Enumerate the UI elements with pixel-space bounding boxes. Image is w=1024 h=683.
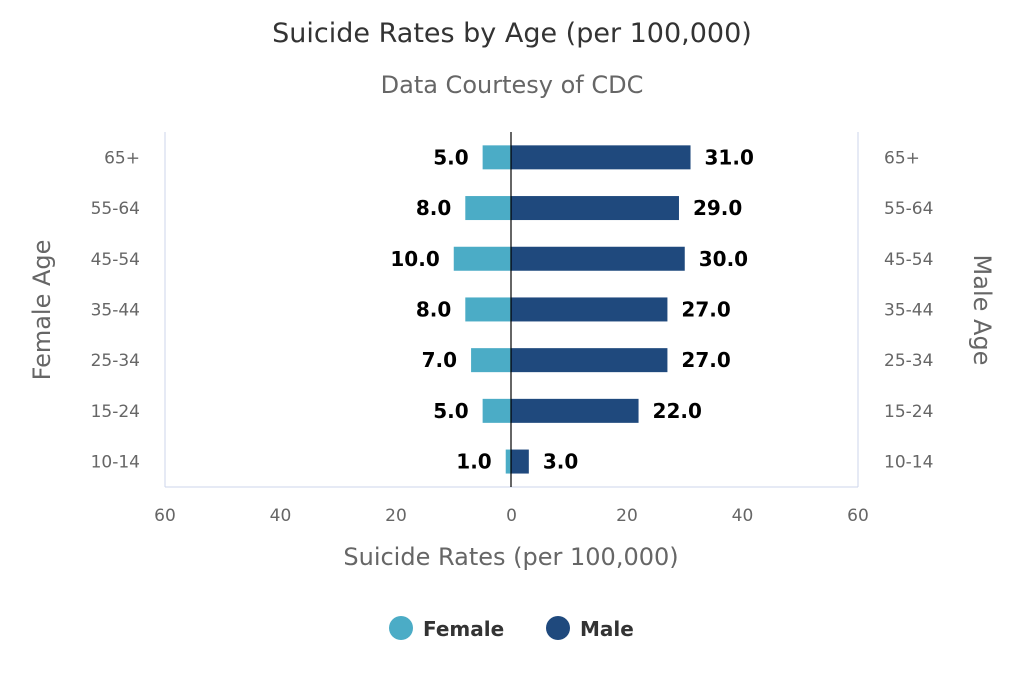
category-label-right: 10-14 [884, 453, 933, 473]
category-label-right: 55-64 [884, 199, 933, 219]
data-label-female: 10.0 [390, 247, 439, 271]
chart-subtitle: Data Courtesy of CDC [381, 71, 644, 99]
category-label-left: 10-14 [91, 453, 140, 473]
category-label-left: 15-24 [91, 402, 140, 422]
category-label-left: 35-44 [91, 300, 140, 320]
data-labels-group: 5.0 8.0 10.0 8.0 7.0 5.0 1.0 31.0 29.0 30.0 27.0 27… [390, 145, 753, 473]
bar-female[interactable] [465, 297, 511, 322]
data-label-male: 30.0 [699, 247, 748, 271]
legend-item-male[interactable]: Male [546, 616, 634, 641]
left-category-labels: 65+ 55-64 45-54 35-44 25-34 15-24 10-14 [91, 148, 140, 472]
data-label-female: 8.0 [416, 297, 451, 321]
category-label-right: 45-54 [884, 250, 933, 270]
x-tick-label: 60 [154, 506, 176, 526]
x-axis-title: Suicide Rates (per 100,000) [343, 543, 678, 571]
data-label-female: 7.0 [422, 348, 457, 372]
data-label-male: 27.0 [681, 297, 730, 321]
x-tick-labels: 60 40 20 0 20 40 60 [154, 506, 869, 526]
data-label-male: 31.0 [705, 145, 754, 169]
y-axis-title-right: Male Age [968, 255, 996, 366]
x-tick-label: 20 [616, 506, 638, 526]
data-label-female: 8.0 [416, 196, 451, 220]
data-label-female: 5.0 [433, 145, 468, 169]
data-label-male: 29.0 [693, 196, 742, 220]
bar-male[interactable] [511, 145, 691, 170]
bar-male[interactable] [511, 297, 668, 322]
legend-item-female[interactable]: Female [389, 616, 504, 641]
legend: Female Male [389, 616, 634, 641]
category-label-right: 65+ [884, 148, 920, 168]
bar-female[interactable] [471, 348, 511, 373]
x-tick-label: 0 [506, 506, 517, 526]
bar-male[interactable] [511, 449, 529, 474]
data-label-female: 1.0 [456, 450, 491, 474]
right-category-labels: 65+ 55-64 45-54 35-44 25-34 15-24 10-14 [884, 148, 933, 472]
y-axis-title-left: Female Age [28, 240, 56, 381]
bars-group [453, 145, 691, 474]
category-label-left: 65+ [104, 148, 140, 168]
legend-label-female: Female [423, 617, 504, 641]
x-tick-label: 60 [847, 506, 869, 526]
x-tick-label: 20 [385, 506, 407, 526]
legend-label-male: Male [580, 617, 634, 641]
category-label-left: 25-34 [91, 351, 140, 371]
bar-female[interactable] [482, 145, 511, 170]
category-label-right: 35-44 [884, 300, 933, 320]
data-label-male: 27.0 [681, 348, 730, 372]
category-label-left: 45-54 [91, 250, 140, 270]
bar-male[interactable] [511, 398, 639, 423]
bar-female[interactable] [465, 196, 511, 221]
category-label-right: 25-34 [884, 351, 933, 371]
data-label-female: 5.0 [433, 399, 468, 423]
bar-female[interactable] [505, 449, 511, 474]
bar-female[interactable] [453, 246, 511, 271]
chart-title: Suicide Rates by Age (per 100,000) [272, 18, 752, 49]
bar-male[interactable] [511, 246, 685, 271]
x-tick-label: 40 [270, 506, 292, 526]
x-tick-label: 40 [732, 506, 754, 526]
data-label-male: 3.0 [543, 450, 578, 474]
legend-swatch-male [546, 616, 570, 640]
bar-female[interactable] [482, 398, 511, 423]
data-label-male: 22.0 [653, 399, 702, 423]
category-label-right: 15-24 [884, 402, 933, 422]
bar-male[interactable] [511, 348, 668, 373]
category-label-left: 55-64 [91, 199, 140, 219]
bar-male[interactable] [511, 196, 679, 221]
legend-swatch-female [389, 616, 413, 640]
